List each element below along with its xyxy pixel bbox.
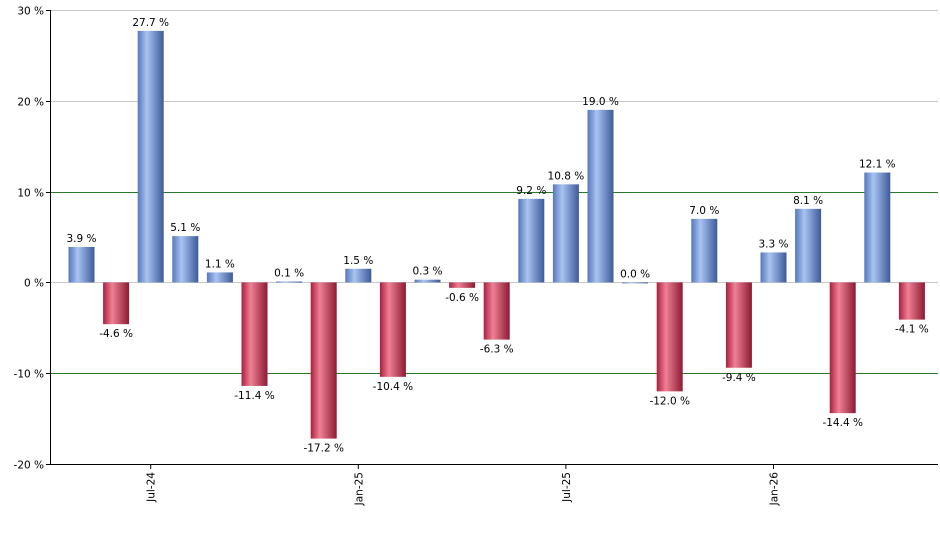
bar-negative — [725, 282, 752, 368]
bar-positive — [587, 109, 614, 283]
bars — [68, 30, 925, 439]
x-tick-label: Jul-24 — [146, 472, 158, 503]
data-label: 3.9 % — [66, 233, 96, 245]
data-label: -4.6 % — [99, 328, 133, 340]
data-label: 19.0 % — [582, 96, 619, 108]
data-label: 0.3 % — [412, 266, 442, 278]
bar-positive — [691, 218, 718, 283]
data-label: -9.4 % — [722, 372, 756, 384]
data-label: 7.0 % — [689, 205, 719, 217]
bar-positive — [137, 30, 164, 283]
bar-positive — [206, 272, 233, 283]
data-label: 10.8 % — [548, 170, 585, 182]
data-label: -4.1 % — [895, 324, 929, 336]
bar-positive — [864, 172, 891, 283]
bar-positive — [276, 281, 303, 283]
bar-negative — [379, 282, 406, 377]
bar-positive — [760, 252, 787, 283]
bar-negative — [310, 282, 337, 439]
data-label: -10.4 % — [373, 381, 414, 393]
axes: 30 % 20 % 10 % 0 % -10 % -20 % Jul-24 Jan-25 Jul… — [14, 6, 938, 507]
data-label: 27.7 % — [132, 17, 169, 29]
bar-positive — [622, 282, 649, 284]
data-labels: 3.9 % -4.6 % 27.7 % 5.1 % 1.1 % -11.4 % 0.1 % -… — [66, 17, 928, 455]
data-label: -11.4 % — [234, 390, 275, 402]
data-label: -12.0 % — [649, 395, 690, 407]
data-label: 5.1 % — [170, 222, 200, 234]
data-label: -0.6 % — [445, 292, 479, 304]
x-tick-label: Jan-25 — [353, 472, 365, 506]
bar-negative — [898, 282, 925, 320]
bar-positive — [68, 246, 95, 283]
y-tick-label: 30 % — [17, 6, 44, 18]
data-label: 0.1 % — [274, 267, 304, 279]
y-tick-label: 0 % — [24, 278, 44, 290]
data-label: 1.1 % — [205, 258, 235, 270]
bar-positive — [795, 208, 822, 283]
bar-positive — [345, 268, 372, 283]
bar-negative — [449, 282, 476, 288]
data-label: 8.1 % — [793, 195, 823, 207]
data-label: 1.5 % — [343, 255, 373, 267]
x-tick-label: Jan-26 — [769, 472, 781, 507]
bar-negative — [829, 282, 856, 414]
bar-positive — [552, 184, 579, 283]
bar-positive — [414, 279, 441, 283]
bar-negative — [241, 282, 268, 386]
data-label: -14.4 % — [822, 417, 863, 429]
y-tick-label: 20 % — [17, 97, 44, 109]
y-tick-label: -20 % — [14, 460, 44, 472]
x-tick-label: Jul-25 — [561, 472, 573, 503]
bar-positive — [172, 236, 199, 283]
y-tick-label: -10 % — [14, 369, 44, 381]
y-tick-label: 10 % — [17, 188, 44, 200]
data-label: -6.3 % — [480, 344, 514, 356]
data-label: 9.2 % — [516, 185, 546, 197]
data-label: 0.0 % — [620, 268, 650, 280]
data-label: -17.2 % — [303, 443, 344, 455]
data-label: 3.3 % — [758, 238, 788, 250]
bar-positive — [518, 198, 545, 283]
bar-negative — [103, 282, 130, 325]
bar-negative — [483, 282, 510, 340]
data-label: 12.1 % — [859, 159, 896, 171]
bar-negative — [656, 282, 683, 392]
